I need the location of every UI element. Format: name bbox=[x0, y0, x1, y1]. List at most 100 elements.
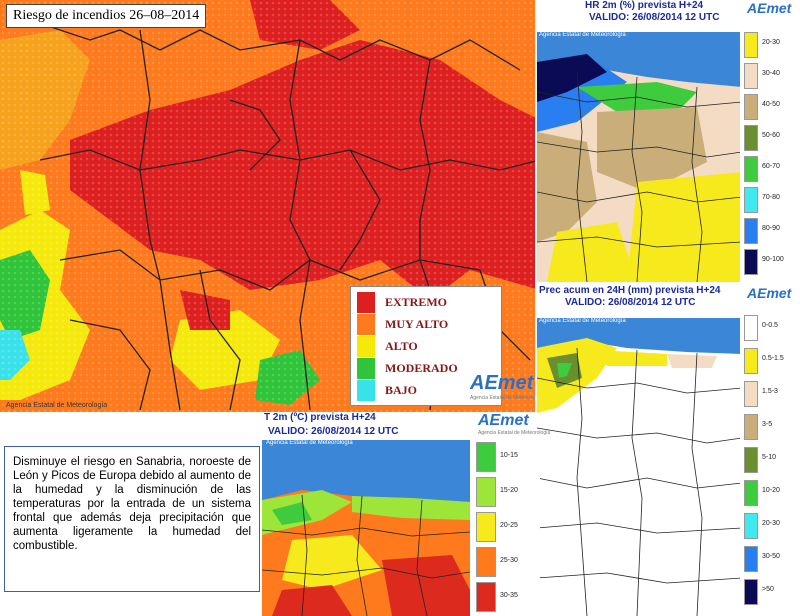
legend-swatch bbox=[744, 579, 758, 605]
map-credit: Agencia Estatal de Meteorología bbox=[6, 402, 108, 409]
legend-row-muy-alto: MUY ALTO bbox=[351, 313, 501, 335]
legend-label: 20-30 bbox=[762, 520, 780, 527]
legend-label: 1.5-3 bbox=[762, 388, 778, 395]
legend-swatch bbox=[476, 547, 496, 577]
legend-label: MODERADO bbox=[385, 361, 458, 375]
legend-item: 30-40 bbox=[740, 63, 800, 89]
legend-label: 25-30 bbox=[500, 557, 518, 564]
legend-label: 60-70 bbox=[762, 163, 780, 170]
aemet-logo-subtitle: Agencia Estatal de Meteorología bbox=[478, 430, 551, 436]
legend-swatch bbox=[744, 218, 758, 244]
legend-row-bajo: BAJO bbox=[351, 379, 501, 401]
legend-item: 40-50 bbox=[740, 94, 800, 120]
legend-item: 10-15 bbox=[470, 440, 540, 474]
legend-label: 50-60 bbox=[762, 132, 780, 139]
legend-swatch bbox=[744, 94, 758, 120]
humidity-map-graphic bbox=[537, 32, 742, 282]
temp-valid: VALIDO: 26/08/2014 12 UTC bbox=[268, 426, 399, 437]
legend-item: 20-30 bbox=[740, 32, 800, 58]
legend-label: 30-35 bbox=[500, 592, 518, 599]
hr-valid: VALIDO: 26/08/2014 12 UTC bbox=[589, 12, 720, 23]
legend-item: 60-70 bbox=[740, 156, 800, 182]
legend-swatch bbox=[744, 447, 758, 473]
temperature-map-graphic bbox=[262, 440, 470, 616]
legend-swatch bbox=[744, 63, 758, 89]
legend-label: 80-90 bbox=[762, 225, 780, 232]
prec-valid: VALIDO: 26/08/2014 12 UTC bbox=[565, 297, 696, 308]
legend-swatch bbox=[744, 414, 758, 440]
legend-label: >50 bbox=[762, 586, 774, 593]
temp-legend: 10-15 15-20 20-25 25-30 30-35 bbox=[470, 440, 540, 616]
legend-item: 0.5-1.5 bbox=[740, 348, 800, 374]
legend-item: 15-20 bbox=[470, 475, 540, 509]
legend-row-extremo: EXTREMO bbox=[351, 291, 501, 313]
forecast-description: Disminuye el riesgo en Sanabria, noroest… bbox=[4, 446, 260, 592]
humidity-map-panel: HR 2m (%) prevista H+24 VALIDO: 26/08/20… bbox=[535, 0, 800, 285]
legend-label: 30-40 bbox=[762, 70, 780, 77]
legend-item: 10-20 bbox=[740, 480, 800, 506]
prec-title: Prec acum en 24H (mm) prevista H+24 bbox=[539, 285, 721, 296]
legend-label: 20-25 bbox=[500, 522, 518, 529]
legend-item: 0-0.5 bbox=[740, 315, 800, 341]
legend-row-alto: ALTO bbox=[351, 335, 501, 357]
legend-swatch bbox=[357, 358, 375, 379]
temperature-map-panel: T 2m (ºC) prevista H+24 VALIDO: 26/08/20… bbox=[262, 412, 470, 616]
prec-credit: Agencia Estatal de Meteorología bbox=[539, 318, 626, 324]
legend-swatch bbox=[476, 477, 496, 507]
aemet-logo-text: AEmet bbox=[478, 412, 529, 429]
legend-item: 20-30 bbox=[740, 513, 800, 539]
prec-legend: 0-0.5 0.5-1.5 1.5-3 3-5 5-10 10-20 20-30 30-50 >… bbox=[740, 315, 800, 615]
legend-label: EXTREMO bbox=[385, 295, 448, 309]
legend-label: BAJO bbox=[385, 383, 418, 397]
legend-swatch bbox=[357, 292, 375, 313]
legend-label: 10-15 bbox=[500, 452, 518, 459]
legend-swatch bbox=[744, 249, 758, 275]
aemet-logo: AEmet bbox=[747, 0, 791, 16]
precipitation-map-graphic bbox=[537, 318, 742, 616]
fire-risk-map: Riesgo de incendios 26–08–2014 EXTREMO M… bbox=[0, 0, 540, 412]
legend-item: 25-30 bbox=[470, 545, 540, 579]
fire-risk-map-graphic bbox=[0, 0, 540, 412]
legend-label: 90-100 bbox=[762, 256, 784, 263]
legend-label: ALTO bbox=[385, 339, 418, 353]
legend-item: 20-25 bbox=[470, 510, 540, 544]
legend-label: 10-20 bbox=[762, 487, 780, 494]
legend-swatch bbox=[744, 546, 758, 572]
legend-item: 30-35 bbox=[470, 580, 540, 614]
temp-title: T 2m (ºC) prevista H+24 bbox=[264, 412, 376, 423]
legend-swatch bbox=[744, 156, 758, 182]
legend-label: 40-50 bbox=[762, 101, 780, 108]
legend-swatch bbox=[476, 512, 496, 542]
legend-item: >50 bbox=[740, 579, 800, 605]
legend-swatch bbox=[357, 314, 375, 335]
legend-item: 50-60 bbox=[740, 125, 800, 151]
legend-label: 3-5 bbox=[762, 421, 773, 428]
aemet-logo-text: AEmet bbox=[747, 285, 792, 301]
legend-swatch bbox=[476, 582, 496, 612]
legend-label: 20-30 bbox=[762, 39, 780, 46]
legend-swatch bbox=[476, 442, 496, 472]
legend-item: 5-10 bbox=[740, 447, 800, 473]
temp-credit: Agencia Estatal de Meteorología bbox=[266, 440, 353, 446]
legend-swatch bbox=[744, 187, 758, 213]
aemet-logo-text: AEmet bbox=[470, 372, 534, 394]
legend-swatch bbox=[744, 480, 758, 506]
aemet-logo: AEmet Agencia Estatal de Meteorología bbox=[478, 412, 550, 436]
legend-label: 0-0.5 bbox=[762, 322, 778, 329]
legend-label: MUY ALTO bbox=[385, 317, 449, 331]
map-title: Riesgo de incendios 26–08–2014 bbox=[6, 4, 207, 28]
legend-item: 30-50 bbox=[740, 546, 800, 572]
legend-label: 5-10 bbox=[762, 454, 777, 461]
legend-swatch bbox=[357, 380, 375, 401]
aemet-logo: AEmet Agencia Estatal de Meteorología bbox=[470, 372, 542, 401]
legend-swatch bbox=[744, 125, 758, 151]
legend-swatch bbox=[744, 315, 758, 341]
legend-item: 70-80 bbox=[740, 187, 800, 213]
legend-label: 15-20 bbox=[500, 487, 518, 494]
risk-legend: EXTREMO MUY ALTO ALTO MODERADO BAJO bbox=[350, 286, 502, 406]
legend-label: 0.5-1.5 bbox=[762, 355, 784, 362]
hr-title: HR 2m (%) prevista H+24 bbox=[585, 0, 704, 11]
legend-swatch bbox=[744, 348, 758, 374]
legend-item: 1.5-3 bbox=[740, 381, 800, 407]
precipitation-map-panel: Prec acum en 24H (mm) prevista H+24 VALI… bbox=[535, 285, 800, 616]
